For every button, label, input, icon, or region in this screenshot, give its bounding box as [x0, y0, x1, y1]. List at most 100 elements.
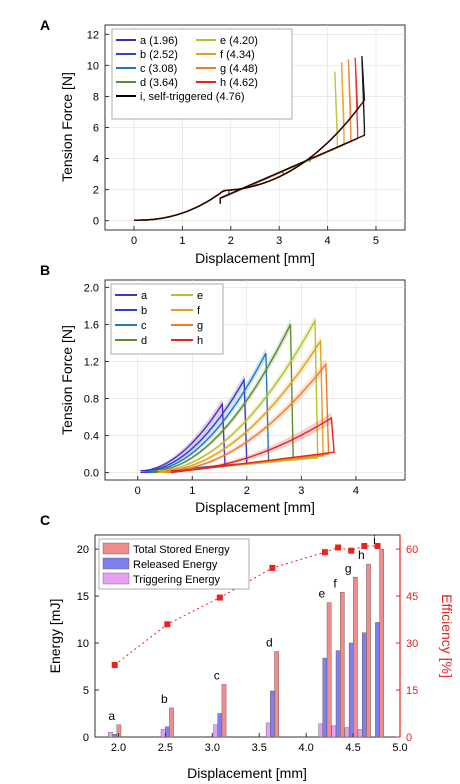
panel-a-series-line [134, 170, 284, 221]
panel-c-y2-axis-label: Efficiency [%] [439, 594, 455, 678]
y-tick-label: 4 [93, 154, 99, 166]
y-tick-label: 15 [77, 591, 89, 603]
x-tick-label: 4 [353, 485, 359, 497]
panel-a-series-line [134, 156, 311, 221]
panel-c-bar [379, 548, 385, 738]
panel-c-bar [366, 563, 371, 738]
panel-c-bar [322, 657, 328, 738]
y-tick-label: 0 [83, 732, 89, 744]
panel-label-a: A [40, 17, 50, 33]
y-tick-label: 8 [93, 91, 99, 103]
y-tick-label: 10 [87, 60, 99, 72]
x-tick-label: 2 [244, 485, 250, 497]
x-tick-label: 3 [276, 235, 282, 247]
panel-c-bar [274, 651, 279, 738]
y-tick-label: 1.2 [84, 356, 99, 368]
panel-a-legend-label: f (4.34) [220, 49, 255, 61]
panel-c-bar [217, 713, 223, 738]
panel-c-legend-label: Total Stored Energy [133, 544, 230, 556]
x-tick-label: 2 [228, 235, 234, 247]
panel-a-legend-box [111, 28, 293, 120]
panel-label-b: B [40, 262, 50, 278]
panel-c-bar [362, 632, 367, 738]
panel-c-category-label: g [345, 561, 352, 575]
panel-a-legend-label: d (3.64) [140, 77, 178, 89]
panel-c-legend-label: Released Energy [133, 559, 218, 571]
panel-c-bar [335, 650, 341, 738]
y-tick-label: 0.0 [84, 468, 99, 480]
panel-c-efficiency-point [164, 621, 171, 628]
x-tick-label: 2.5 [158, 742, 173, 754]
panel-c-efficiency-point [269, 564, 276, 571]
panel-c-bar [331, 725, 337, 738]
panel-c-legend-swatch [102, 557, 130, 570]
panel-c-efficiency-point [321, 549, 328, 556]
panel-a-y-axis-label: Tension Force [N] [59, 72, 75, 182]
x-tick-label: 2.0 [111, 742, 126, 754]
y-tick-label: 2 [93, 185, 99, 197]
panel-c-bar [270, 690, 275, 738]
panel-c-category-label: h [358, 548, 365, 562]
panel-b-legend-label: c [141, 320, 147, 332]
y-tick-label: 0.8 [84, 394, 99, 406]
panel-c-efficiency-point [216, 594, 223, 601]
panel-c-bar [348, 642, 354, 738]
panel-c-x-axis-label: Displacement [mm] [187, 765, 307, 781]
x-tick-label: 5 [373, 235, 379, 247]
x-tick-label: 5.0 [392, 742, 407, 754]
y-tick-label: 0 [93, 216, 99, 228]
panel-b-series-band [171, 412, 332, 471]
panel-c-bar [265, 722, 271, 738]
panel-c-bar [160, 729, 166, 738]
y-tick-label: 2.0 [84, 282, 99, 294]
panel-a-legend-label: e (4.20) [220, 35, 258, 47]
panel-a-legend-label: g (4.48) [220, 63, 258, 75]
panel-c-efficiency-point [361, 543, 368, 549]
panel-b-legend-label: a [141, 290, 148, 302]
panel-c-bar [375, 622, 380, 738]
panel-c-legend-swatch [102, 572, 130, 585]
x-tick-label: 3.0 [205, 742, 220, 754]
panel-a-legend-label: a (1.96) [140, 35, 178, 47]
panel-c-category-label: a [108, 709, 115, 723]
panel-c-category-label: c [214, 668, 220, 682]
panel-a-legend-label: b (2.52) [140, 49, 178, 61]
x-tick-label: 3 [298, 485, 304, 497]
y-tick-label: 6 [93, 123, 99, 135]
panel-c-bar [213, 724, 218, 738]
y-tick-label: 12 [87, 29, 99, 41]
panel-c-y-axis-label: Energy [mJ] [47, 599, 63, 674]
panel-c-efficiency-point [374, 543, 381, 549]
y-tick-label: 5 [83, 685, 89, 697]
panel-c-category-label: d [266, 636, 273, 650]
panel-c-efficiency-point [348, 547, 355, 554]
x-tick-label: 4.0 [299, 742, 314, 754]
panel-b-legend-label: h [197, 335, 203, 347]
y-tick-label: 1.6 [84, 319, 99, 331]
panel-a-series-line [134, 189, 230, 221]
x-tick-label: 1 [189, 485, 195, 497]
x-tick-label: 4 [325, 235, 331, 247]
panel-c-bar [169, 707, 174, 738]
panel-c-category-label: b [161, 692, 168, 706]
x-tick-label: 4.5 [345, 742, 360, 754]
panel-c-category-label: i [373, 533, 376, 547]
panel-c-bar [340, 592, 345, 738]
y-tick-label: 10 [77, 638, 89, 650]
panel-c-bar [112, 734, 117, 738]
panel-c-category-label: f [333, 576, 337, 590]
panel-c-bar [326, 602, 332, 738]
panel-c-bar [371, 736, 376, 738]
panel-b-frame [104, 279, 406, 481]
panel-c-bar [108, 732, 113, 738]
y2-tick-label: 0 [406, 732, 412, 744]
x-tick-label: 0 [131, 235, 137, 247]
panel-b-legend-label: e [197, 290, 203, 302]
panel-label-c: C [40, 512, 50, 528]
y-tick-label: 0.4 [84, 431, 99, 443]
y2-tick-label: 15 [406, 685, 418, 697]
panel-b-series-line [170, 416, 335, 474]
